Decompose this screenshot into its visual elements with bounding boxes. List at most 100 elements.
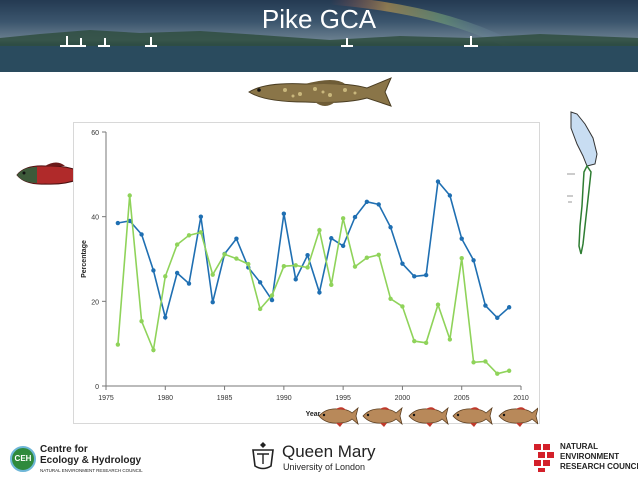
data-point-green [281, 263, 287, 269]
data-point-green [257, 306, 263, 312]
series-line-green [117, 195, 510, 375]
data-point-blue [471, 258, 476, 263]
data-point-blue [400, 261, 405, 266]
data-point-green [198, 230, 204, 235]
data-point-green [435, 302, 441, 307]
data-point-blue [317, 290, 322, 295]
data-point-blue [423, 272, 429, 278]
data-point-blue [127, 218, 132, 224]
data-point-green [163, 274, 168, 279]
data-point-blue [506, 305, 512, 310]
lake-photo [0, 0, 638, 72]
data-point-blue [269, 297, 275, 303]
data-point-blue [352, 214, 358, 220]
data-point-blue [186, 281, 192, 286]
y-tick-label: 0 [95, 384, 99, 391]
data-point-green [376, 252, 381, 257]
data-point-blue [234, 236, 239, 241]
data-point-green [234, 256, 239, 261]
nerc-line2: ENVIRONMENT [560, 452, 620, 461]
x-tick-label: 1995 [335, 395, 351, 402]
data-point-blue [210, 299, 215, 305]
series-line-blue [117, 179, 510, 321]
data-point-green [388, 296, 393, 301]
data-point-green [340, 216, 346, 221]
data-point-green [293, 263, 298, 268]
data-point-green [352, 264, 358, 269]
ceh-line2: Ecology & Hydrology [40, 455, 142, 466]
data-point-blue [305, 252, 310, 258]
data-point-green [412, 338, 417, 344]
data-point-blue [376, 202, 381, 207]
ceh-badge: CEH [10, 446, 36, 472]
data-point-green [222, 252, 227, 257]
x-tick-label: 1975 [98, 395, 114, 402]
data-point-blue [447, 193, 453, 198]
ceh-logo: CEH Centre for Ecology & Hydrology NATUR… [10, 442, 143, 476]
x-axis-label: Year [306, 411, 321, 418]
nerc-mark-icon [534, 444, 554, 472]
data-point-green [127, 193, 132, 198]
nerc-line3: RESEARCH COUNCIL [560, 462, 638, 471]
x-tick-label: 1980 [157, 395, 173, 402]
data-point-blue [329, 236, 334, 241]
roach-fish-icon [362, 406, 403, 427]
data-point-green [483, 359, 488, 364]
data-point-green [151, 347, 156, 353]
header-banner: Pike GCA [0, 0, 638, 72]
data-point-green [506, 368, 512, 373]
roach-fish-icon [498, 406, 538, 427]
x-tick-label: 2005 [454, 395, 470, 402]
data-point-green [210, 272, 215, 277]
roach-fish-icon [408, 406, 449, 427]
data-point-blue [163, 315, 168, 320]
data-point-blue [281, 211, 287, 216]
qmul-line1: Queen Mary [282, 442, 376, 461]
qmul-logo: Queen Mary University of London [250, 440, 380, 474]
data-point-blue [412, 274, 417, 279]
data-point-blue [435, 179, 441, 184]
salmon-fish-icon [16, 159, 96, 188]
x-tick-label: 1990 [276, 395, 292, 402]
data-point-green [459, 255, 464, 261]
data-point-green [329, 282, 334, 288]
data-point-green [400, 304, 405, 309]
roach-fish-row [318, 406, 538, 427]
data-point-green [139, 319, 144, 324]
qmul-line2: University of London [283, 462, 366, 472]
data-point-green [364, 255, 370, 260]
data-point-blue [495, 315, 500, 321]
data-point-green [186, 233, 192, 238]
x-tick-label: 2000 [395, 395, 411, 402]
data-point-green [246, 261, 251, 267]
data-point-green [447, 337, 453, 342]
data-point-blue [483, 303, 488, 308]
data-point-blue [139, 232, 144, 237]
data-point-blue [257, 280, 263, 285]
y-tick-label: 40 [91, 215, 99, 222]
y-tick-label: 60 [91, 130, 99, 137]
data-point-blue [364, 199, 370, 205]
y-tick-label: 20 [91, 299, 99, 306]
data-point-green [471, 360, 476, 365]
pike-fish-icon [248, 77, 392, 107]
lake-map-icon [567, 111, 598, 255]
data-point-blue [388, 225, 393, 230]
ceh-line1: Centre for [40, 444, 88, 455]
roach-fish-icon [318, 406, 359, 427]
ceh-line3: NATURAL ENVIRONMENT RESEARCH COUNCIL [40, 468, 143, 473]
x-tick-label: 2010 [513, 395, 529, 402]
data-point-green [317, 228, 322, 233]
data-point-green [115, 342, 121, 347]
data-point-green [495, 371, 500, 376]
data-point-green [174, 242, 180, 247]
nerc-line1: NATURAL [560, 442, 599, 451]
data-point-blue [115, 220, 121, 226]
data-point-blue [293, 277, 298, 282]
data-point-green [305, 265, 310, 270]
data-point-blue [198, 214, 204, 219]
data-point-blue [340, 243, 346, 249]
chart-panel: 0 20 40 60 1975 1980 1985 1990 1995 2000 2005 2010 Y… [73, 122, 540, 424]
data-point-green [269, 293, 275, 298]
data-point-blue [151, 268, 156, 273]
